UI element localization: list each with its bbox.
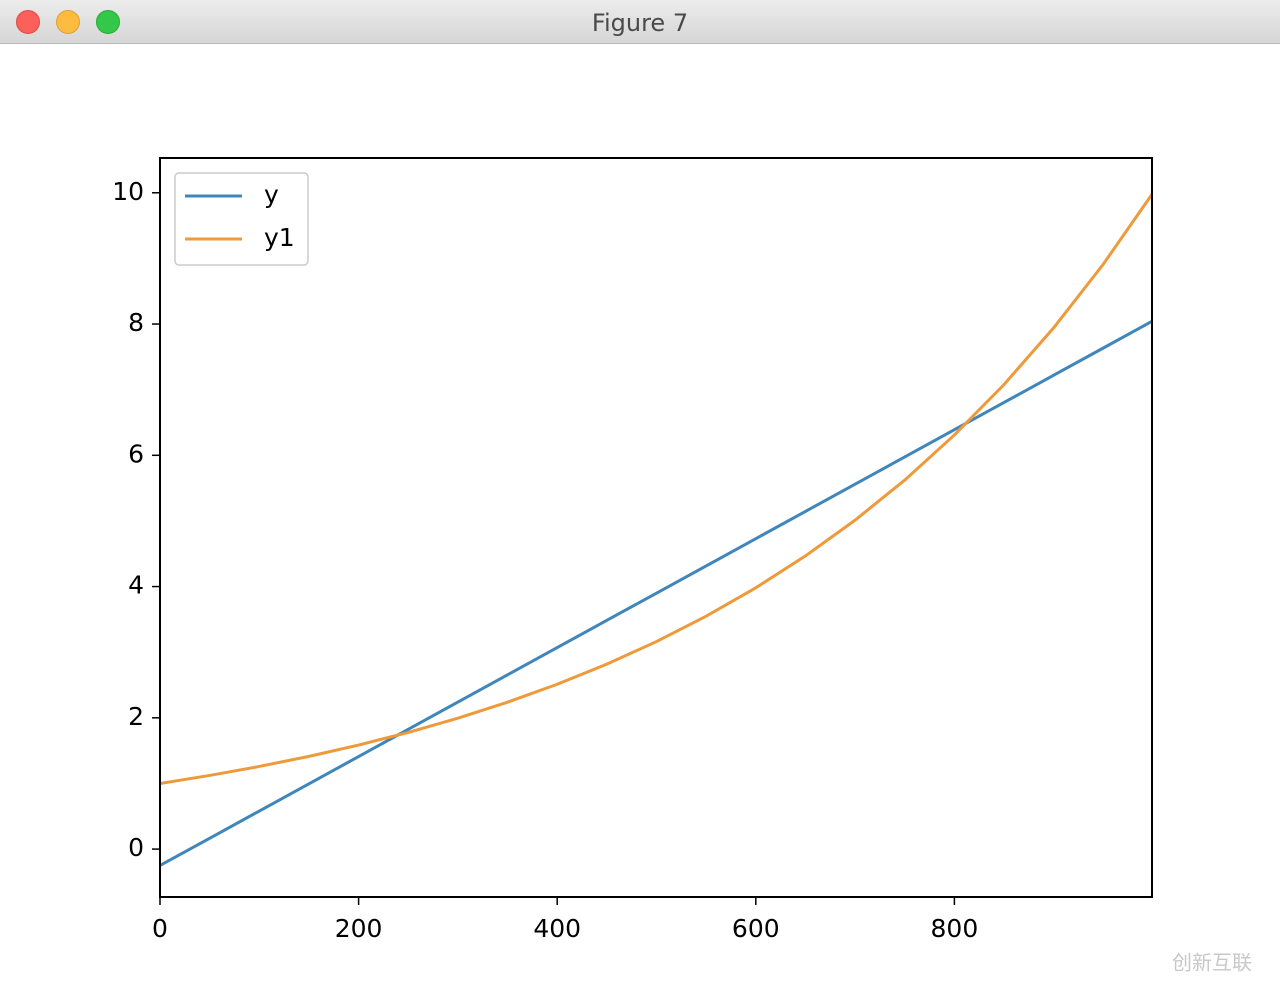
close-button[interactable]	[16, 10, 40, 34]
legend-label: y	[264, 180, 279, 209]
y-tick-label: 0	[128, 833, 144, 862]
minimize-button[interactable]	[56, 10, 80, 34]
x-tick-label: 800	[931, 914, 979, 943]
line-series	[160, 319, 1152, 867]
y-tick-label: 8	[128, 308, 144, 337]
zoom-button[interactable]	[96, 10, 120, 34]
x-tick-label: 200	[335, 914, 383, 943]
line-series	[160, 193, 1152, 785]
chart: 创新互联 0 200 400 600 800 0 2 4 6 8 10 y y1	[112, 157, 1252, 975]
x-tick-label: 600	[732, 914, 780, 943]
y-tick-label: 2	[128, 702, 144, 731]
legend-label: y1	[264, 223, 295, 252]
watermark: 创新互联	[1172, 951, 1252, 975]
x-tick-label: 0	[152, 914, 168, 943]
y-tick-label: 10	[112, 177, 144, 206]
y-tick-label: 6	[128, 439, 144, 468]
plot-frame	[159, 157, 1153, 898]
y-tick-label: 4	[128, 571, 144, 600]
title-bar: Figure 7	[0, 0, 1280, 44]
x-tick-label: 400	[533, 914, 581, 943]
window-title: Figure 7	[591, 9, 689, 37]
